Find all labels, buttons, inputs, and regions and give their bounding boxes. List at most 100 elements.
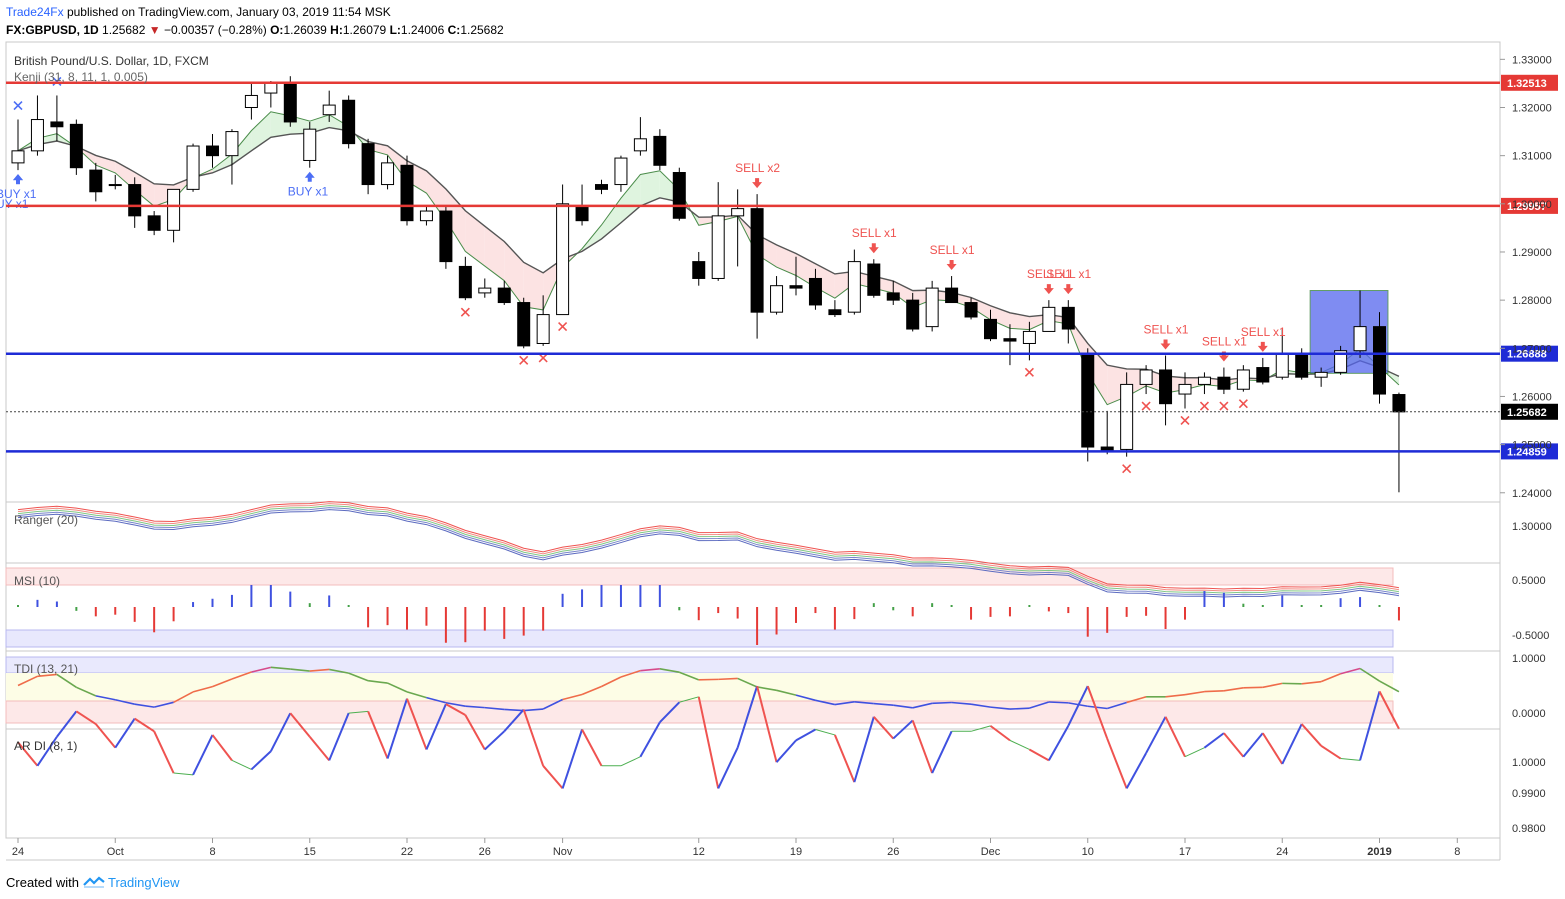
candle-body[interactable]	[283, 82, 297, 123]
candle-body[interactable]	[342, 99, 356, 145]
candle-body[interactable]	[1373, 326, 1386, 395]
candle-body[interactable]	[478, 287, 492, 294]
tdi-line-segment	[56, 673, 77, 688]
candle-body[interactable]	[50, 121, 64, 128]
author-link[interactable]: Trade24Fx	[6, 5, 64, 19]
candle-body[interactable]	[906, 299, 920, 330]
candle-body[interactable]	[984, 318, 997, 340]
candle-body[interactable]	[1042, 306, 1056, 332]
candle-body[interactable]	[886, 292, 900, 301]
candle-body[interactable]	[419, 210, 433, 222]
candle-body[interactable]	[945, 287, 959, 304]
buy-signal-label: BUY x1	[0, 187, 37, 201]
candle-body[interactable]	[750, 208, 764, 313]
candle-body[interactable]	[89, 169, 103, 193]
candle-body[interactable]	[925, 287, 939, 328]
candle-body[interactable]	[497, 287, 511, 304]
candle-body[interactable]	[361, 143, 375, 186]
ardi-line-segment	[308, 736, 330, 761]
candle-body[interactable]	[1295, 352, 1309, 378]
kenji-cloud-segment	[95, 155, 116, 173]
x-axis[interactable]: 1.33000 1.32000 1.31000 1.30000 1.29000 1.280…	[12, 54, 1552, 858]
ardi-line-segment	[1359, 691, 1381, 761]
candle-body[interactable]	[458, 265, 472, 299]
candle-body[interactable]	[828, 309, 842, 316]
candle-body[interactable]	[770, 285, 784, 313]
ardi-line-segment	[328, 712, 350, 761]
candle-body[interactable]	[789, 285, 803, 289]
candle-body[interactable]	[244, 94, 258, 108]
candle-body[interactable]	[147, 215, 161, 231]
candle-body[interactable]	[595, 184, 608, 190]
tdi-y-tick-top: 1.0000	[1512, 653, 1546, 665]
ardi-line-segment	[95, 723, 117, 749]
candle-body[interactable]	[556, 203, 570, 316]
symbol-label[interactable]: FX:GBPUSD, 1D	[6, 23, 99, 37]
candle-body[interactable]	[867, 263, 881, 296]
tradingview-link[interactable]: TradingView	[83, 875, 180, 890]
ardi-line-segment	[153, 730, 175, 774]
candle-body[interactable]	[633, 138, 647, 152]
candle-body[interactable]	[225, 131, 239, 157]
candle-body[interactable]	[1314, 371, 1328, 378]
ardi-line-segment	[620, 756, 641, 767]
candle-body[interactable]	[381, 162, 395, 186]
tdi-line-segment	[465, 705, 485, 709]
candle-body[interactable]	[1120, 383, 1134, 450]
tdi-line-segment	[756, 686, 777, 692]
candle-body[interactable]	[653, 135, 667, 166]
candle-body[interactable]	[1178, 383, 1192, 395]
ardi-line-segment	[931, 730, 953, 774]
candle-body[interactable]	[1003, 338, 1017, 342]
candle-body[interactable]	[11, 150, 25, 164]
candle-body[interactable]	[1022, 330, 1036, 344]
candle-body[interactable]	[672, 172, 686, 219]
candle-body[interactable]	[1159, 369, 1173, 405]
candle-body[interactable]	[1275, 352, 1289, 378]
candle-body[interactable]	[1236, 369, 1250, 390]
candle-body[interactable]	[322, 104, 336, 116]
candle-body[interactable]	[964, 302, 978, 318]
candle-body[interactable]	[1061, 306, 1075, 330]
candle-body[interactable]	[575, 205, 589, 222]
candle-body[interactable]	[186, 145, 200, 190]
ardi-line-segment	[639, 721, 661, 758]
candle-body[interactable]	[1139, 369, 1153, 385]
candle-body[interactable]	[303, 128, 317, 161]
candle-body[interactable]	[264, 82, 278, 94]
candle-body[interactable]	[731, 208, 745, 217]
kenji-cloud-segment	[601, 198, 621, 239]
candle-body[interactable]	[711, 215, 725, 279]
candle-body[interactable]	[1217, 376, 1231, 390]
candle-body[interactable]	[400, 164, 414, 222]
tdi-line-segment	[795, 694, 816, 702]
ardi-line-segment	[1242, 732, 1264, 758]
candle-body[interactable]	[439, 210, 453, 263]
tdi-line-segment	[776, 689, 797, 696]
candle-body[interactable]	[30, 119, 44, 152]
candle-body[interactable]	[847, 261, 861, 313]
candle-body[interactable]	[692, 261, 706, 279]
candle-body[interactable]	[808, 277, 822, 306]
candle-body[interactable]	[1256, 367, 1270, 383]
footer: Created with TradingView	[6, 872, 180, 892]
x-tick-label: 8	[1454, 846, 1460, 858]
candle-body[interactable]	[1353, 326, 1367, 352]
high-label: H:	[330, 23, 343, 37]
candle-body[interactable]	[1334, 350, 1348, 373]
candle-body[interactable]	[69, 123, 83, 169]
tdi-line-segment	[659, 667, 680, 674]
candle-body[interactable]	[206, 145, 219, 157]
published-text: published on TradingView.com, January 03…	[66, 5, 391, 19]
candle-body[interactable]	[536, 314, 550, 344]
candle-body[interactable]	[108, 184, 122, 187]
candle-body[interactable]	[614, 157, 628, 186]
candle-body[interactable]	[1197, 376, 1211, 385]
candle-body[interactable]	[167, 188, 181, 231]
candle-body[interactable]	[1081, 352, 1095, 448]
candle-body[interactable]	[128, 184, 142, 217]
candle-body[interactable]	[1392, 394, 1406, 413]
candle-body[interactable]	[517, 302, 531, 347]
